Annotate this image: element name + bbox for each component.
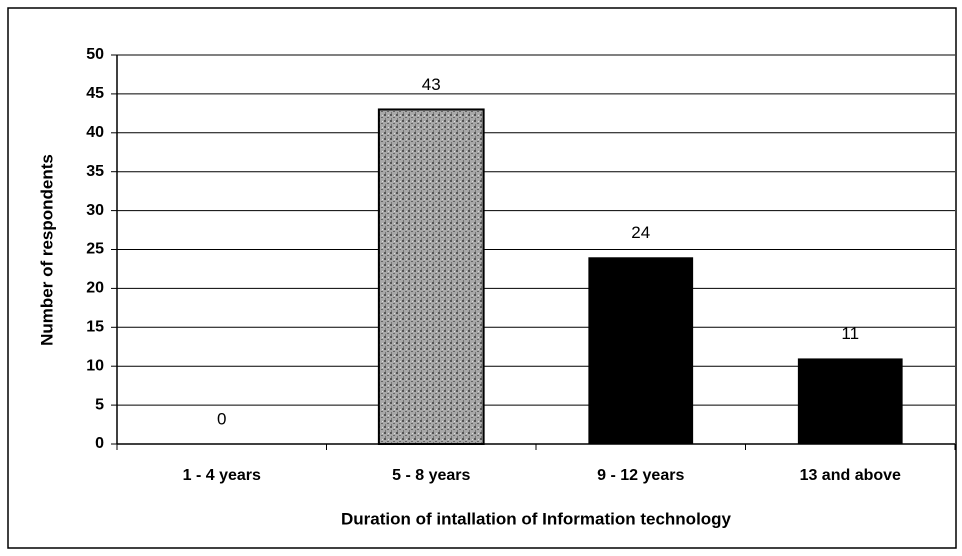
x-tick-label: 13 and above (800, 467, 901, 484)
x-tick-label: 5 - 8 years (392, 467, 470, 484)
y-tick-label: 30 (86, 202, 104, 219)
y-axis-title: Number of respondents (37, 154, 56, 346)
bar (588, 257, 694, 444)
data-label: 43 (422, 75, 441, 94)
bar (377, 108, 485, 446)
y-tick-label: 35 (86, 163, 104, 180)
y-tick-label: 20 (86, 280, 104, 297)
y-tick-label: 10 (86, 357, 104, 374)
y-tick-label: 40 (86, 124, 104, 141)
x-tick-label: 1 - 4 years (183, 467, 261, 484)
data-label: 11 (841, 324, 859, 343)
y-tick-label: 0 (95, 435, 104, 452)
bar (797, 358, 903, 444)
y-tick-label: 50 (86, 46, 104, 63)
y-tick-label: 45 (86, 85, 104, 102)
x-axis-title: Duration of intallation of Information t… (341, 509, 732, 528)
y-tick-label: 15 (86, 319, 104, 336)
data-label: 24 (631, 223, 650, 242)
data-label: 0 (217, 409, 226, 428)
x-tick-label: 9 - 12 years (597, 467, 684, 484)
chart-border (7, 7, 957, 549)
y-tick-label: 25 (86, 241, 104, 258)
y-tick-label: 5 (95, 396, 104, 413)
